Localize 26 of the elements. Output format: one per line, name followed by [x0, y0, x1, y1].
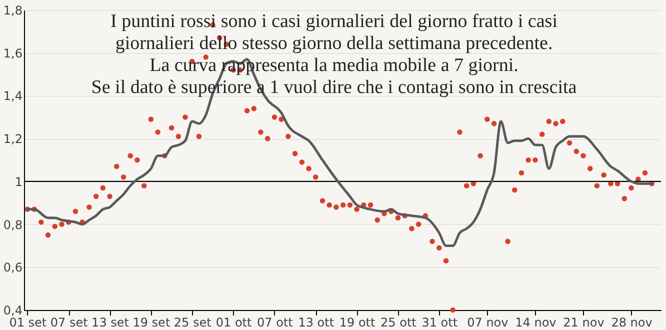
y-tick-label: 1,2: [3, 132, 22, 146]
x-tick-label: 19 ott: [339, 316, 376, 330]
x-tick-label: 07 ott: [257, 316, 294, 330]
y-tick-label: 1,8: [3, 4, 22, 18]
x-tick-label: 25 ott: [380, 316, 417, 330]
x-tick-label: 25 set: [174, 316, 212, 330]
y-tick-label: 0,6: [3, 260, 22, 275]
x-tick-label: 21 nov: [563, 316, 604, 330]
x-tick-label: 31 ott: [422, 316, 458, 330]
x-tick-label: 13 ott: [298, 316, 334, 330]
y-tick-label: 1: [14, 174, 22, 189]
x-tick-label: 14 nov: [515, 316, 556, 330]
y-tick-label: 1,4: [3, 89, 22, 104]
x-tick-label: 01 set: [9, 316, 47, 330]
line-series: [26, 58, 654, 247]
y-tick-label: 0,8: [3, 218, 22, 232]
x-tick-label: 01 ott: [216, 316, 252, 330]
annotation: I puntini rossi sono i casi giornalieri del giorno fratto i casi: [110, 11, 558, 32]
x-tick-label: 13 set: [92, 316, 130, 330]
x-tick-label: 19 set: [132, 316, 170, 330]
y-tick-label: 1,6: [3, 46, 22, 60]
annotation: giornalieri dello stesso giorno della settimana precedente.: [115, 33, 553, 54]
y-tick-label: 0,4: [3, 304, 22, 318]
x-tick-label: 28 nov: [611, 316, 652, 330]
x-tick-label: 07 set: [50, 316, 88, 330]
x-tick-label: 07 nov: [467, 316, 508, 330]
